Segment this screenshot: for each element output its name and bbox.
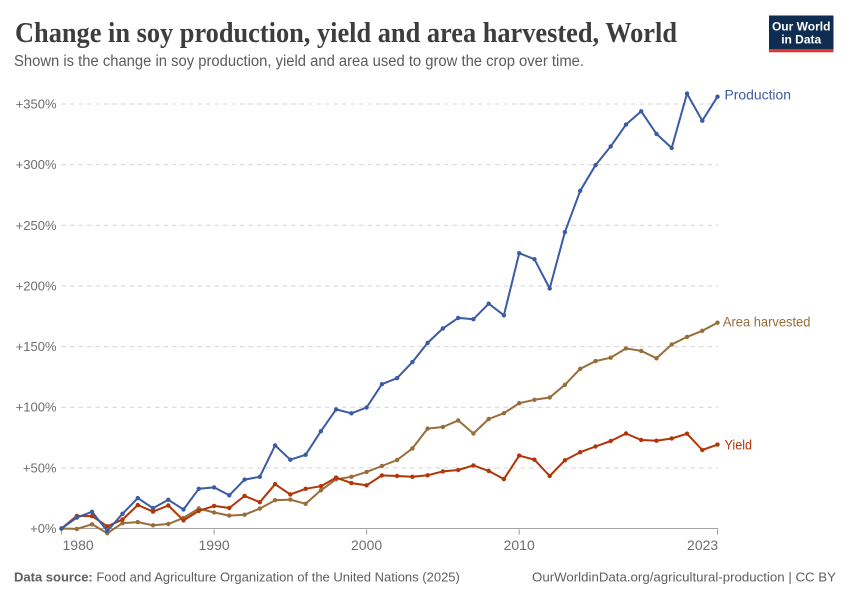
- svg-text:Shown is the change in soy pro: Shown is the change in soy production, y…: [14, 53, 584, 70]
- svg-text:Change in soy production, yiel: Change in soy production, yield and area…: [15, 18, 677, 49]
- svg-text:Area harvested: Area harvested: [723, 314, 811, 330]
- svg-text:2000: 2000: [351, 537, 382, 553]
- svg-text:OurWorldinData.org/agricultura: OurWorldinData.org/agricultural-producti…: [532, 570, 836, 585]
- svg-text:+150%: +150%: [16, 339, 57, 354]
- svg-text:1990: 1990: [199, 537, 230, 553]
- svg-text:in Data: in Data: [781, 33, 821, 47]
- svg-text:2010: 2010: [504, 537, 535, 553]
- svg-text:2023: 2023: [687, 537, 718, 553]
- svg-text:Our World: Our World: [772, 20, 830, 34]
- svg-text:+50%: +50%: [23, 460, 57, 475]
- svg-text:+250%: +250%: [16, 218, 57, 233]
- svg-text:Production: Production: [725, 87, 792, 103]
- svg-text:+300%: +300%: [16, 157, 57, 172]
- svg-text:1980: 1980: [63, 537, 94, 553]
- svg-text:Data source: Food and Agricult: Data source: Food and Agriculture Organi…: [14, 570, 460, 585]
- svg-text:+100%: +100%: [16, 400, 57, 415]
- svg-text:Yield: Yield: [725, 437, 753, 453]
- svg-text:+350%: +350%: [16, 97, 57, 112]
- svg-text:+0%: +0%: [30, 521, 57, 536]
- svg-text:+200%: +200%: [16, 278, 57, 293]
